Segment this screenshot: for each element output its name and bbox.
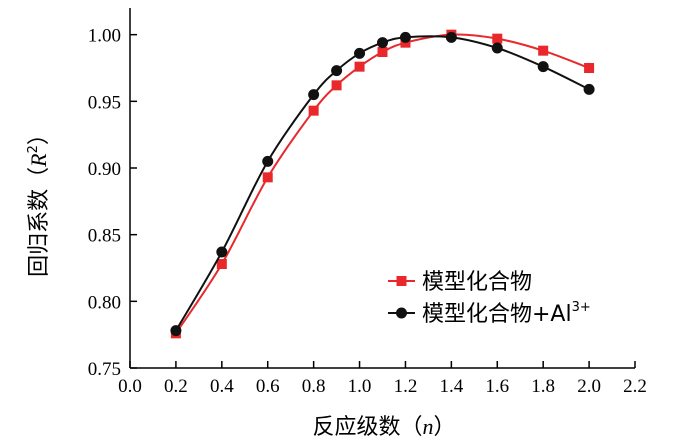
legend-label-2: 模型化合物+Al3+ — [422, 300, 591, 327]
y-axis-title: 回归系数（R2） — [26, 123, 52, 277]
x-tick-label: 1.4 — [439, 376, 463, 397]
y-tick-label: 1.00 — [88, 26, 121, 47]
y-tick-label: 0.90 — [88, 159, 121, 180]
x-tick-label: 2.2 — [623, 376, 647, 397]
circle-marker-point — [216, 246, 228, 258]
x-axis-title-var: n — [423, 414, 434, 439]
axes — [129, 8, 635, 369]
circle-marker-point — [308, 89, 320, 101]
x-tick-label: 0.0 — [118, 376, 142, 397]
circle-marker-point — [491, 42, 503, 54]
square-marker-point — [262, 172, 273, 183]
series-2 — [170, 31, 595, 337]
circle-marker-point — [445, 31, 457, 43]
y-axis-title-end: ） — [27, 123, 52, 145]
square-marker-point — [492, 33, 503, 44]
legend-square-marker — [396, 276, 407, 286]
y-axis-title-sup: 2 — [26, 145, 41, 153]
square-marker-point — [377, 47, 388, 57]
x-tick-label: 2.0 — [577, 376, 601, 397]
x-tick-label: 1.6 — [485, 376, 509, 397]
square-marker-point — [216, 259, 227, 269]
y-tick-label: 0.95 — [88, 92, 121, 113]
legend-circle-marker — [396, 307, 407, 319]
x-tick-label: 0.2 — [164, 376, 188, 397]
circle-marker-point — [537, 61, 549, 73]
square-marker-point — [331, 80, 342, 91]
series-1 — [170, 29, 595, 339]
y-axis-title-text: 回归系数（ — [27, 167, 52, 277]
circle-marker-point — [399, 31, 411, 43]
x-tick-label: 1.8 — [531, 376, 555, 397]
y-tick-label: 0.75 — [88, 359, 121, 380]
x-tick-label: 1.2 — [394, 376, 418, 397]
legend-label-text: 模型化合物 — [422, 270, 532, 295]
y-tick-label: 0.80 — [88, 292, 121, 313]
legend-label-1: 模型化合物 — [422, 270, 532, 295]
circle-marker-point — [354, 47, 366, 59]
x-axis-title-text: 反应级数（ — [312, 415, 422, 440]
square-marker-point — [584, 63, 595, 73]
square-marker-point — [354, 61, 365, 72]
ticks: 0.0 0.2 0.4 0.6 0.8 1.0 1.2 1.4 1.6 1.8 2.0 2.2 0.75… — [88, 26, 647, 397]
legend-label-sup: 3+ — [572, 300, 591, 315]
square-marker-point — [538, 45, 549, 56]
x-tick-label: 0.4 — [210, 376, 234, 397]
legend-label-text: 模型化合物+Al — [422, 302, 572, 327]
x-tick-label: 1.0 — [348, 376, 372, 397]
square-marker-point — [308, 105, 319, 116]
circle-marker-point — [262, 155, 274, 167]
circle-marker-point — [377, 37, 388, 49]
y-tick-label: 0.85 — [88, 226, 121, 247]
series-layer — [170, 29, 595, 339]
x-axis-title: 反应级数（n） — [312, 414, 455, 440]
circle-marker-point — [170, 325, 182, 337]
circle-marker-point — [583, 83, 595, 95]
x-tick-label: 0.6 — [256, 376, 280, 397]
y-axis-title-var: R — [26, 153, 51, 168]
circle-marker-point — [331, 65, 343, 77]
x-tick-label: 0.8 — [302, 376, 326, 397]
x-axis-title-end: ） — [434, 415, 456, 440]
